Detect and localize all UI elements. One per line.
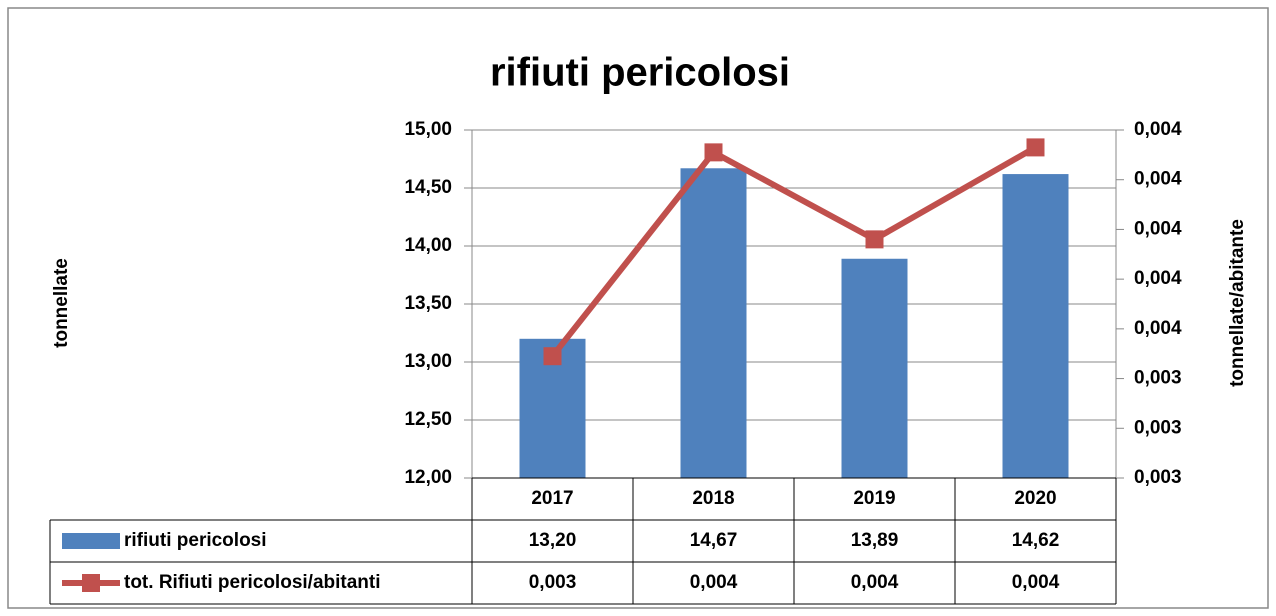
bar	[680, 168, 747, 478]
chart-border	[7, 7, 1269, 609]
y-tick-label: 13,50	[404, 293, 452, 314]
data-label: 0,004	[1012, 572, 1060, 593]
y-tick-label: 14,00	[404, 235, 452, 256]
data-label: 14,62	[1012, 530, 1060, 551]
y2-tick-label: 0,004	[1134, 268, 1182, 289]
bar	[1002, 174, 1069, 478]
y-tick-label: 14,50	[404, 177, 452, 198]
y2-tick-label: 0,004	[1134, 119, 1182, 140]
line-marker	[865, 230, 884, 249]
y2-tick-label: 0,004	[1134, 169, 1182, 190]
data-label: 13,89	[851, 530, 899, 551]
y2-tick-label: 0,004	[1134, 318, 1182, 339]
x-tick-label: 2020	[1014, 488, 1056, 509]
line-marker	[704, 143, 723, 162]
data-label: 14,67	[690, 530, 738, 551]
y-tick-label: 15,00	[404, 119, 452, 140]
legend-key	[82, 574, 100, 592]
line-marker	[543, 347, 562, 366]
y-tick-label: 13,00	[404, 351, 452, 372]
x-tick-label: 2017	[531, 488, 573, 509]
y2-tick-label: 0,004	[1134, 218, 1182, 239]
line-marker	[1026, 138, 1045, 157]
y2-tick-label: 0,003	[1134, 467, 1182, 488]
bar	[841, 258, 908, 478]
line	[550, 144, 1037, 359]
y-tick-label: 12,00	[404, 467, 452, 488]
chart-title: rifiuti pericolosi	[490, 51, 790, 95]
data-label: 0,004	[690, 572, 738, 593]
data-label: 13,20	[529, 530, 577, 551]
data-label: 0,003	[529, 572, 577, 593]
data-label: 0,004	[851, 572, 899, 593]
y2-tick-label: 0,003	[1134, 368, 1182, 389]
legend-label: tot. Rifiuti pericolosi/abitanti	[124, 572, 381, 593]
y-tick-label: 12,50	[404, 409, 452, 430]
x-tick-label: 2018	[692, 488, 734, 509]
y2-axis-title: tonnellate/abitante	[1227, 219, 1248, 387]
y2-tick-label: 0,003	[1134, 417, 1182, 438]
legend-label: rifiuti pericolosi	[124, 530, 267, 551]
legend-key	[62, 533, 120, 549]
x-tick-label: 2019	[853, 488, 895, 509]
y-axis-title: tonnellate	[51, 258, 72, 348]
